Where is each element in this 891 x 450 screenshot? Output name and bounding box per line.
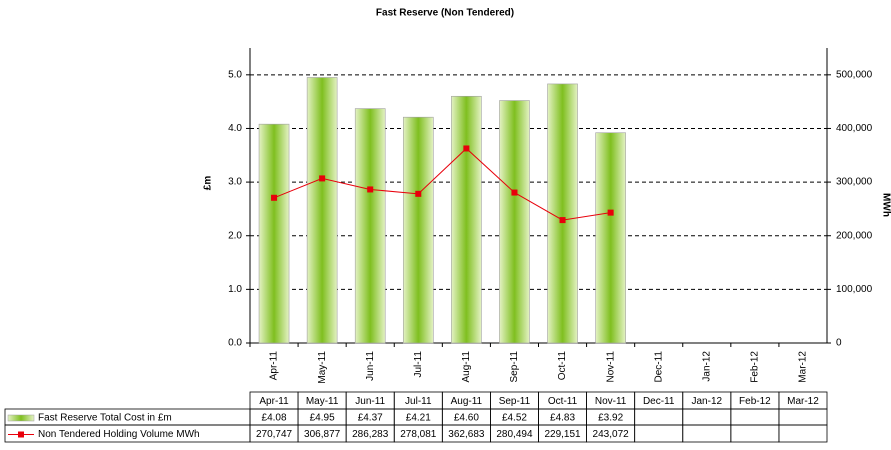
bar [595, 132, 626, 344]
table-value: 362,683 [448, 429, 485, 440]
y-tick-label: 3.0 [228, 177, 242, 188]
marker [559, 217, 566, 224]
y-tick-label: 4.0 [228, 123, 242, 134]
x-tick-label: Oct-11 [557, 351, 568, 381]
table-value: 306,877 [304, 429, 341, 440]
x-tick-label: Jan-12 [701, 351, 712, 382]
table-value: £4.37 [358, 413, 383, 424]
bar [306, 77, 338, 344]
bar [354, 108, 386, 344]
y-tick-label: 0.0 [228, 338, 242, 349]
legend-swatch [7, 414, 35, 422]
marker [415, 190, 422, 197]
y2-tick-label: 500,000 [836, 69, 873, 80]
table-value: £4.52 [502, 413, 527, 424]
table-header: Mar-12 [787, 396, 819, 407]
x-tick-label: May-11 [317, 351, 328, 384]
bar [402, 116, 434, 344]
bar [547, 83, 578, 344]
table-header: May-11 [306, 396, 339, 407]
y2-tick-label: 0 [836, 338, 842, 349]
y2-tick-label: 200,000 [836, 230, 873, 241]
x-tick-label: Jun-11 [365, 351, 376, 381]
table-header: Sep-11 [499, 396, 531, 407]
marker [607, 209, 614, 216]
table-value: £4.21 [406, 413, 431, 424]
line [273, 147, 611, 221]
table-cell [778, 424, 828, 443]
bar [499, 100, 530, 344]
y2-tick-label: 300,000 [836, 177, 873, 188]
x-tick-label: Mar-12 [798, 351, 809, 383]
x-tick-label: Sep-11 [509, 351, 520, 383]
marker [511, 189, 518, 196]
bar [258, 123, 290, 344]
table-value: £4.08 [262, 413, 287, 424]
marker [271, 194, 278, 201]
table-header: Jan-12 [692, 396, 723, 407]
legend-marker [18, 431, 24, 438]
x-tick-label: Feb-12 [750, 351, 761, 383]
x-tick-label: Dec-11 [653, 351, 664, 383]
table-value: £4.60 [454, 413, 479, 424]
marker [319, 175, 326, 182]
legend-label: Non Tendered Holding Volume MWh [38, 429, 200, 440]
table-cell [778, 408, 828, 426]
table-cell [730, 424, 780, 443]
marker [463, 145, 470, 152]
table-value: 280,494 [496, 429, 533, 440]
y-tick-label: 1.0 [228, 284, 242, 295]
table-header: Apr-11 [259, 396, 289, 407]
y-tick-label: 5.0 [228, 69, 242, 80]
table-cell [730, 408, 780, 426]
table-value: 229,151 [544, 429, 581, 440]
table-header: Aug-11 [451, 396, 483, 407]
bar [451, 95, 482, 344]
table-cell [634, 424, 684, 443]
table-header: Dec-11 [643, 396, 675, 407]
x-tick-label: Apr-11 [269, 351, 280, 381]
table-cell [682, 408, 732, 426]
x-tick-label: Jul-11 [413, 351, 424, 378]
table-value: 270,747 [256, 429, 293, 440]
table-header: Jul-11 [405, 396, 432, 407]
x-tick-label: Aug-11 [461, 351, 472, 383]
legend-label: Fast Reserve Total Cost in £m [38, 413, 172, 424]
y-axis-label: £m [203, 176, 214, 191]
chart-title: Fast Reserve (Non Tendered) [376, 8, 514, 19]
table-value: £4.83 [550, 413, 575, 424]
table-value: 243,072 [593, 429, 630, 440]
table-header: Oct-11 [548, 396, 578, 407]
table-header: Feb-12 [739, 396, 771, 407]
y2-tick-label: 100,000 [836, 284, 873, 295]
table-value: 286,283 [352, 429, 389, 440]
marker [367, 186, 374, 193]
table-header: Jun-11 [355, 396, 385, 407]
x-tick-label: Nov-11 [605, 351, 616, 383]
table-value: 278,081 [400, 429, 437, 440]
y2-tick-label: 400,000 [836, 123, 873, 134]
table-header: Nov-11 [595, 396, 627, 407]
table-cell [634, 408, 684, 426]
y-tick-label: 2.0 [228, 230, 242, 241]
table-value: £3.92 [598, 413, 623, 424]
y2-axis-label: MWh [880, 193, 891, 217]
table-value: £4.95 [310, 413, 335, 424]
table-cell [682, 424, 732, 443]
